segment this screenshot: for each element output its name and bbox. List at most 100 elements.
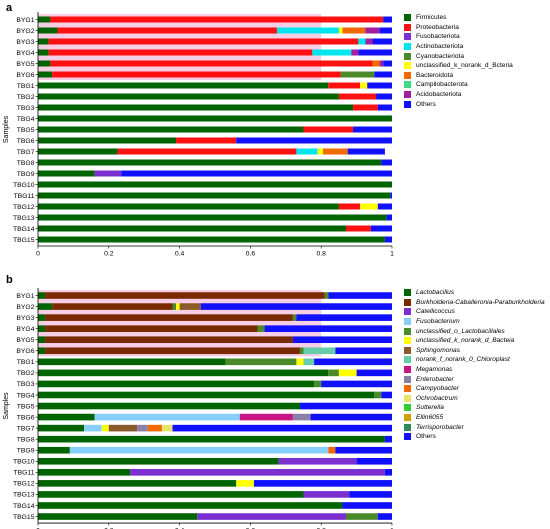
bar-segment-others — [236, 137, 392, 144]
bar-segment-fusobacterium — [69, 446, 329, 454]
y-tick-label: TBG1 — [17, 359, 35, 366]
panel-a-group-highlight — [38, 14, 322, 80]
bar-segment-catellicoccus — [278, 457, 357, 465]
bar-segment-unclassified-k-norank-d-bacteia — [236, 480, 254, 487]
y-tick-label: BYG6 — [16, 72, 34, 79]
y-tick-label: TBG13 — [13, 215, 35, 222]
bar-segment-burkholderia-caballeronia-paraburkholderia — [52, 303, 173, 310]
bar-segment-actinobacteriota — [276, 27, 339, 34]
panel-b-group-highlight — [38, 290, 322, 357]
y-tick-label: BYG1 — [16, 293, 34, 300]
bar-segment-bacteroidota — [372, 60, 380, 67]
bar-b-TBG3 — [38, 380, 392, 388]
bar-b-BYG2 — [38, 303, 392, 310]
bar-segment-lactobacillus — [38, 325, 46, 332]
bar-segment-megamonas — [239, 413, 293, 421]
bar-segment-firmicutes — [38, 27, 58, 34]
bar-segment-catellicoccus — [130, 469, 385, 476]
legend-swatch — [404, 33, 411, 41]
bar-segment-acidobacteriota — [365, 38, 373, 45]
bar-segment-lactobacillus — [38, 513, 198, 520]
y-tick-label: TBG6 — [17, 138, 35, 145]
bar-segment-others — [367, 82, 392, 89]
bar-segment-others — [383, 60, 392, 67]
bar-b-BYG6 — [38, 347, 392, 355]
bar-segment-proteobacteria — [52, 71, 341, 78]
legend-item: unclassified_k_norank_d_Bacteia — [404, 336, 545, 346]
bar-segment-others — [381, 391, 392, 399]
bar-segment-burkholderia-caballeronia-paraburkholderia — [45, 314, 293, 321]
y-tick-label: TBG5 — [17, 403, 35, 410]
legend-label: Firmicutes — [416, 14, 447, 22]
bar-a-BYG5 — [38, 60, 392, 67]
bar-segment-others — [358, 49, 392, 56]
legend-swatch — [404, 433, 411, 441]
bar-segment-firmicutes — [38, 148, 118, 155]
bar-segment-others — [384, 469, 392, 476]
bar-b-TBG9 — [38, 446, 392, 454]
legend-swatch — [404, 308, 411, 316]
x-tick-label: 0 — [36, 528, 40, 529]
bar-b-TBG13 — [38, 491, 392, 498]
bar-segment-others — [390, 192, 392, 199]
legend-swatch — [404, 337, 411, 345]
bar-segment-firmicutes — [38, 71, 53, 78]
legend-label: Enterobacter — [416, 375, 454, 383]
legend-item: Actinobacteriota — [404, 42, 513, 52]
bar-segment-lactobacillus — [38, 314, 46, 321]
legend-label: Burkholderia-Caballeronia-Paraburkholder… — [416, 298, 545, 306]
y-tick-label: BYG2 — [16, 304, 34, 311]
legend-item: Fusobacteriota — [404, 32, 513, 42]
bar-segment-burkholderia-caballeronia-paraburkholderia — [45, 336, 293, 344]
y-tick-label: BYG5 — [16, 337, 34, 344]
x-tick-label: 0.2 — [104, 251, 114, 258]
legend-item: Terrisporobacter — [404, 422, 545, 432]
bar-segment-campyobacter — [147, 424, 162, 432]
bar-a-BYG6 — [38, 71, 392, 78]
bar-segment-others — [299, 402, 392, 410]
y-tick-label: TBG3 — [17, 381, 35, 388]
legend-item: Lactobacillus — [404, 288, 545, 298]
y-tick-label: BYG1 — [16, 17, 34, 24]
y-tick-label: BYG3 — [16, 315, 34, 322]
bar-a-TBG3 — [38, 104, 392, 111]
bar-a-TBG13 — [38, 214, 392, 221]
bar-segment-lactobacillus — [38, 469, 131, 476]
y-tick-label: TBG11 — [13, 470, 34, 477]
legend-item: Proteobacteria — [404, 23, 513, 33]
bar-segment-unclassified-o-lactobacillales — [299, 347, 304, 355]
bar-segment-proteobacteria — [50, 16, 384, 23]
bar-a-TBG8 — [38, 159, 392, 166]
bar-segment-unclassified-o-lactobacillales — [345, 513, 378, 520]
legend-swatch — [404, 404, 411, 412]
bar-segment-firmicutes — [38, 104, 354, 111]
bar-segment-others — [172, 424, 392, 432]
legend-swatch — [404, 62, 411, 70]
bar-segment-others — [383, 16, 392, 23]
x-tick-label: 0 — [36, 251, 40, 258]
bar-b-BYG4 — [38, 325, 392, 332]
bar-segment-others — [377, 104, 392, 111]
legend-label: Fusobacteriota — [416, 33, 460, 41]
bar-segment-proteobacteria — [48, 38, 359, 45]
y-tick-label: TBG8 — [17, 160, 35, 167]
y-tick-label: TBG12 — [13, 481, 35, 488]
y-tick-label: TBG15 — [13, 514, 35, 521]
bar-segment-firmicutes — [38, 181, 392, 188]
legend-item: Sphingomonas — [404, 346, 545, 356]
legend-swatch — [404, 414, 411, 422]
legend-item: Catellicoccus — [404, 307, 545, 317]
y-tick-label: TBG11 — [13, 193, 34, 200]
bar-segment-acidobacteriota — [365, 27, 380, 34]
bar-segment-firmicutes — [38, 82, 329, 89]
bar-segment-proteobacteria — [338, 203, 361, 210]
bar-segment-unclassified-k-norank-d-bcteria — [360, 82, 368, 89]
bar-segment-others — [292, 336, 392, 344]
bar-segment-enterobacter — [137, 424, 148, 432]
bar-b-BYG1 — [38, 292, 392, 299]
bar-segment-others — [356, 457, 392, 465]
legend-item: Others — [404, 99, 513, 109]
bar-segment-others — [121, 170, 392, 177]
bar-segment-firmicutes — [38, 236, 385, 243]
legend-label: Campilobacterota — [416, 81, 468, 89]
